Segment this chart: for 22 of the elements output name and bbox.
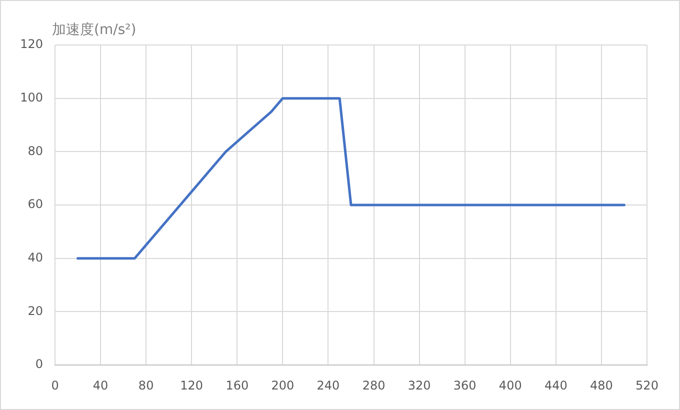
y-tick-label: 100 [20, 90, 43, 104]
x-tick-label: 360 [453, 378, 476, 392]
x-tick-label: 200 [271, 378, 294, 392]
x-tick-label: 520 [636, 378, 658, 392]
y-tick-label: 40 [28, 250, 43, 264]
x-tick-label: 320 [408, 378, 431, 392]
y-tick-label: 80 [28, 144, 43, 158]
y-tick-label: 60 [28, 197, 43, 212]
y-axis-title: 加速度(m/s²) [52, 21, 136, 39]
x-tick-label: 440 [544, 378, 568, 392]
y-tick-label: 120 [20, 37, 43, 52]
x-tick-label: 160 [226, 378, 249, 392]
x-tick-label: 280 [362, 378, 386, 392]
x-tick-label: 0 [51, 378, 59, 392]
x-tick-label: 80 [138, 378, 154, 392]
x-tick-label: 400 [498, 378, 522, 392]
y-tick-label: 0 [35, 357, 43, 372]
x-tick-label: 120 [180, 378, 204, 392]
x-tick-label: 40 [92, 378, 108, 392]
y-tick-label: 20 [28, 304, 43, 318]
x-tick-label: 480 [590, 378, 613, 392]
x-tick-label: 240 [316, 378, 340, 392]
